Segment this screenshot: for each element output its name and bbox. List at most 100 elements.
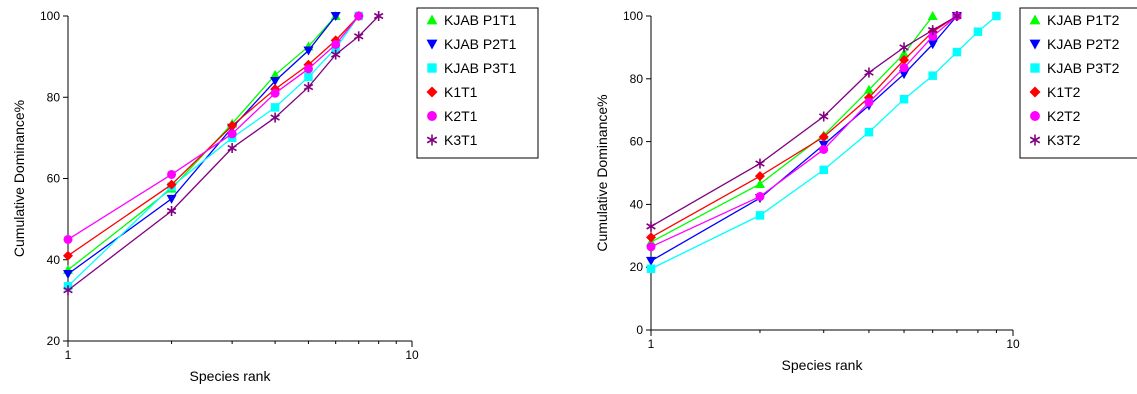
data-point [303, 82, 314, 93]
data-point [754, 171, 765, 182]
asterisk-stroke [373, 12, 384, 20]
data-point [646, 242, 656, 252]
data-point [270, 88, 280, 98]
asterisk-stroke [952, 12, 962, 20]
legend-marker [426, 39, 438, 50]
data-point [227, 143, 237, 154]
data-point [928, 71, 937, 80]
legend-item: K3T1 [426, 132, 478, 148]
legend-label: KJAB P1T1 [444, 12, 517, 28]
data-point [952, 47, 962, 57]
series-k1t2 [646, 11, 962, 243]
legend-label: KJAB P2T1 [444, 36, 517, 52]
legend-item: K1T1 [426, 84, 478, 100]
series-line [67, 15, 360, 240]
data-point [927, 40, 938, 50]
asterisk-stroke [899, 44, 909, 51]
data-point [646, 264, 656, 274]
data-point [754, 178, 765, 188]
data-point [63, 234, 73, 244]
legend-item: KJAB P3T2 [1030, 60, 1120, 76]
y-tick-label: 40 [47, 253, 61, 267]
data-point [353, 31, 364, 42]
data-point [863, 84, 874, 94]
asterisk-stroke [864, 69, 874, 76]
series-k3t2 [646, 11, 962, 232]
asterisk-stroke [353, 33, 364, 40]
plot-area [646, 11, 1001, 274]
data-point [927, 11, 938, 20]
data-point [227, 120, 238, 131]
asterisk-stroke [927, 26, 938, 34]
legend-label: KJAB P3T2 [1047, 60, 1120, 76]
data-point [899, 54, 910, 65]
data-point [818, 111, 829, 122]
y-tick-label: 100 [40, 9, 60, 23]
data-point [303, 64, 313, 74]
data-point [270, 69, 281, 79]
asterisk-stroke [330, 51, 341, 58]
data-point [304, 72, 313, 82]
series-line [650, 15, 958, 238]
x-tick-label: 1 [648, 337, 655, 351]
legend-label: K2T2 [1047, 108, 1081, 124]
data-point [270, 103, 280, 112]
series-line [650, 15, 958, 227]
y-axis-label: Cumulative Dominance% [594, 94, 610, 251]
legend-item: K2T1 [427, 108, 478, 124]
legend-marker [1030, 111, 1040, 121]
series-kjab-p3t1 [63, 11, 363, 291]
legend-label: K2T1 [444, 108, 478, 124]
legend-marker [426, 14, 438, 25]
legend-marker [1029, 14, 1041, 25]
legend-marker [1029, 134, 1041, 146]
data-point [303, 46, 314, 56]
legend-item: K2T2 [1030, 108, 1081, 124]
data-point [899, 42, 909, 53]
legend-marker [426, 86, 438, 98]
data-point [819, 144, 829, 154]
y-tick-label: 0 [636, 323, 643, 337]
x-axis-label: Species rank [190, 368, 272, 384]
data-point [646, 232, 656, 243]
asterisk-stroke [63, 287, 73, 294]
legend-item: K1T2 [1029, 84, 1081, 100]
chart-1: 20 40 60 80 100 1 10 Species rank Cumulative Dom… [11, 7, 539, 384]
data-point [63, 269, 73, 279]
data-point [973, 27, 983, 36]
data-point [331, 39, 341, 49]
asterisk-stroke [1029, 136, 1041, 144]
asterisk-stroke [646, 223, 656, 230]
data-point [899, 63, 909, 73]
legend-label: K3T2 [1047, 132, 1081, 148]
axes: 0 20 40 60 80 100 1 10 [623, 9, 1020, 351]
data-point [270, 77, 281, 86]
legend-label: K1T2 [1047, 84, 1081, 100]
legend-item: KJAB P2T2 [1029, 36, 1120, 52]
y-tick-label: 80 [47, 90, 61, 104]
legend-box [1019, 7, 1137, 159]
axes: 20 40 60 80 100 1 10 [40, 9, 419, 362]
y-tick-label: 20 [630, 260, 644, 274]
asterisk-stroke [166, 207, 177, 215]
data-point [330, 49, 341, 60]
series-kjab-p1t2 [646, 11, 938, 247]
legend-marker [1029, 39, 1041, 50]
data-point [992, 11, 1001, 21]
legend-marker [427, 111, 437, 121]
data-point [818, 131, 829, 142]
legend-marker [1030, 63, 1040, 73]
data-point [927, 25, 938, 36]
data-point [63, 250, 73, 261]
series-k2t1 [63, 11, 364, 244]
asterisk-stroke [270, 114, 280, 121]
y-tick-label: 40 [630, 197, 644, 211]
legend-label: KJAB P3T1 [444, 60, 517, 76]
data-point [864, 127, 874, 137]
series-kjab-p1t1 [63, 11, 341, 274]
series-line [67, 15, 337, 275]
data-point [928, 31, 938, 41]
legend-label: KJAB P1T2 [1047, 12, 1120, 28]
legend: KJAB P1T2 KJAB P2T2 KJAB P3T2 K1T2 K2T2 K3T2 [1019, 7, 1137, 159]
series-k3t1 [63, 11, 384, 296]
